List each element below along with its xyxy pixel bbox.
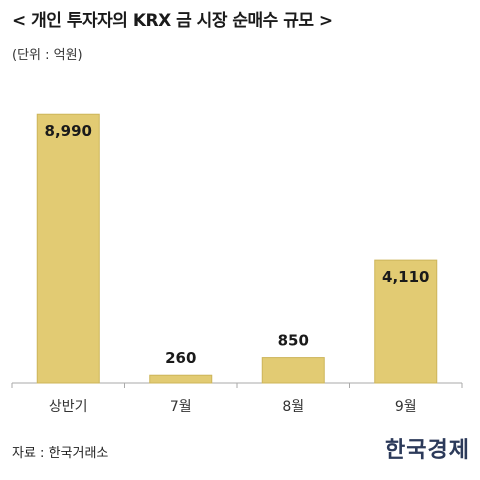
bar-value-label: 8,990	[45, 122, 92, 140]
bar-value-label: 850	[278, 332, 309, 350]
category-label: 8월	[282, 399, 304, 415]
bar-3	[261, 357, 325, 384]
bar-value-label: 260	[165, 349, 196, 367]
publisher-logo: 한국경제	[385, 437, 470, 463]
category-label: 9월	[395, 399, 417, 415]
category-label: 상반기	[49, 399, 88, 415]
bar-value-label: 4,110	[382, 268, 429, 286]
bar-4	[374, 259, 438, 384]
category-label: 7월	[170, 399, 192, 415]
bar-2	[149, 374, 213, 384]
source-note: 자료 : 한국거래소	[12, 446, 109, 461]
chart-title: < 개인 투자자의 KRX 금 시장 순매수 규모 >	[12, 11, 333, 31]
bar-1	[36, 113, 100, 384]
unit-label: (단위 : 억원)	[12, 48, 83, 63]
